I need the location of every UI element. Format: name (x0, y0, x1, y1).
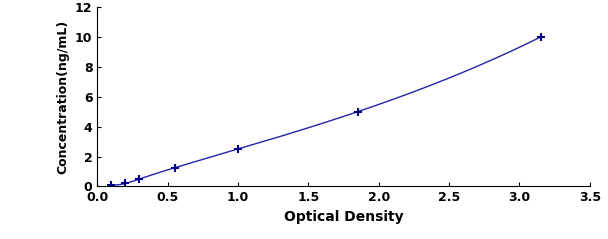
Y-axis label: Concentration(ng/mL): Concentration(ng/mL) (57, 20, 69, 174)
X-axis label: Optical Density: Optical Density (284, 210, 403, 224)
